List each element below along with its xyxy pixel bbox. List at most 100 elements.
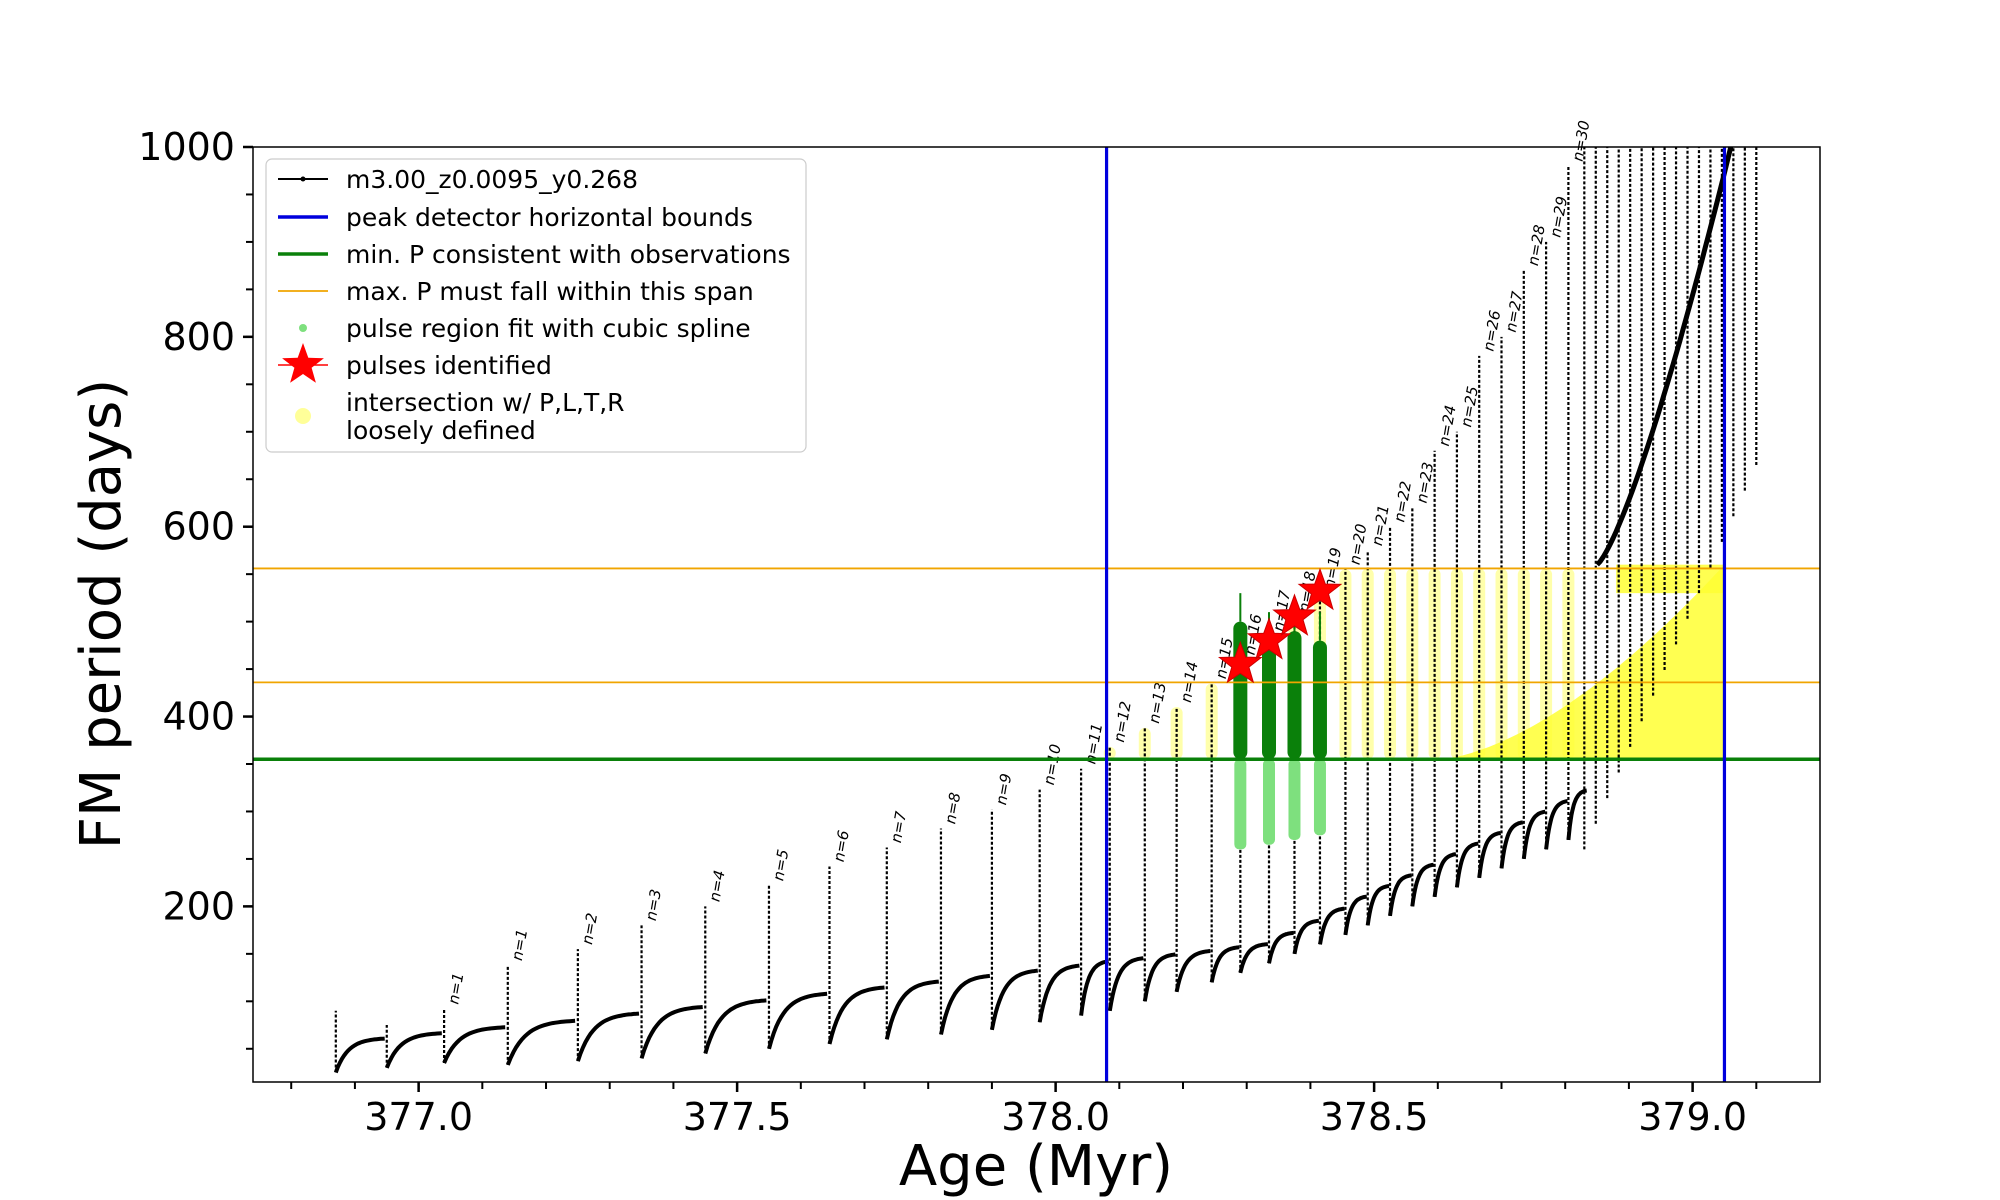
legend-marker [299, 324, 307, 332]
pulse-label: n=3 [642, 888, 665, 922]
pulse-label: n=9 [992, 772, 1015, 806]
intersection-band [1170, 707, 1183, 760]
legend-label: intersection w/ P,L,T,R [346, 388, 625, 417]
spline-region-bar [1313, 759, 1326, 836]
axes: 377.0 377.5 378.0 378.5 379.0 200 400 600 800 100… [138, 125, 1758, 1139]
y-tick-label: 600 [162, 505, 235, 549]
series-curve [505, 1018, 576, 1066]
legend-label: pulse region fit with cubic spline [346, 314, 751, 343]
series-curve [1477, 830, 1502, 879]
series-curve [1566, 788, 1587, 841]
intersection-band [1473, 568, 1486, 760]
green-pulse-bar [1287, 631, 1302, 760]
spline-region-bar [1234, 759, 1247, 850]
series-curve [989, 968, 1039, 1031]
series-curve [884, 979, 939, 1040]
pulse-label: n=2 [578, 912, 601, 946]
series-curve [384, 1031, 442, 1069]
series-curve [1079, 959, 1109, 1016]
plot-area: n=1n=1 n=2n=3n=4n=5n=6n=7n=8n=9n=10 n=11 n=… [253, 119, 1820, 1082]
legend-marker [295, 408, 311, 424]
legend-marker [282, 343, 324, 383]
x-tick-label: 378.0 [1001, 1095, 1110, 1139]
x-axis-title: Age (Myr) [899, 1134, 1173, 1199]
series-curve [1432, 852, 1457, 898]
series-curve [939, 973, 991, 1035]
y-tick-label: 200 [162, 884, 235, 928]
intersection-band [1450, 568, 1463, 760]
series-curve [1499, 820, 1524, 869]
series-curve [1521, 809, 1546, 860]
intersection-region [1103, 564, 1725, 760]
pulse-label: n=1 [444, 971, 467, 1005]
series-curve [1343, 894, 1368, 936]
legend-label: max. P must fall within this span [346, 277, 754, 306]
model-series [333, 146, 1758, 1074]
series-curve [767, 991, 828, 1050]
spline-region-bar [1263, 759, 1276, 845]
green-pulse-bar [1262, 640, 1277, 760]
series-curve [1209, 945, 1240, 983]
pulse-label: n=23 [1413, 461, 1438, 505]
intersection-wedge [1437, 564, 1725, 760]
pulse-label: n=12 [1110, 700, 1135, 744]
series-curve [1107, 956, 1144, 1012]
series-curve [1142, 952, 1176, 1002]
spline-region-bar [1288, 759, 1301, 840]
series-curve [639, 1005, 703, 1059]
series-curve [1410, 862, 1435, 907]
series-curve [1238, 942, 1269, 974]
x-tick-label: 377.5 [683, 1095, 792, 1139]
x-tick-label: 377.0 [364, 1095, 473, 1139]
series-curve [1267, 930, 1294, 964]
legend-label: min. P consistent with observations [346, 240, 791, 269]
y-tick-label: 1000 [138, 125, 235, 169]
series-curve [1365, 884, 1390, 926]
legend-label: loosely defined [346, 416, 536, 445]
legend-marker [300, 176, 306, 182]
legend-label: m3.00_z0.0095_y0.268 [346, 165, 638, 194]
pulse-label: n=5 [769, 848, 792, 882]
pulse-star [1272, 593, 1317, 636]
series-curve [1037, 963, 1080, 1023]
y-axis-title: FM period (days) [69, 379, 134, 849]
plot-frame [252, 146, 1821, 1083]
series-curve [703, 998, 767, 1055]
green-pulse-bar [1312, 640, 1327, 760]
pulse-label: n=8 [941, 791, 964, 825]
series-curve [1174, 949, 1211, 993]
pulse-label: n=4 [705, 869, 728, 903]
series-curve [442, 1025, 506, 1064]
pulse-label: n=6 [830, 829, 853, 863]
pulse-label: n=1 [508, 928, 531, 962]
pulse-star [1246, 617, 1292, 660]
pulse-label: n=30 [1569, 119, 1594, 163]
x-tick-label: 379.0 [1638, 1095, 1747, 1139]
pulse-label: n=22 [1390, 480, 1415, 524]
intersection-band [1428, 568, 1441, 760]
y-tick-label: 800 [162, 315, 235, 359]
series-curve [333, 1036, 385, 1074]
series-curve [1544, 799, 1568, 850]
legend-label: peak detector horizontal bounds [346, 203, 753, 232]
series-curve [1292, 918, 1320, 955]
series-curve [1454, 841, 1479, 888]
series-curve [576, 1011, 640, 1062]
series-curve [1388, 873, 1412, 917]
pulse-label: n=28 [1524, 223, 1549, 267]
x-tick-label: 378.5 [1320, 1095, 1429, 1139]
legend-box [265, 158, 807, 453]
legend-label: pulses identified [346, 351, 552, 380]
intersection-band [1495, 568, 1508, 760]
pulse-label: n=7 [887, 810, 910, 845]
series-curve [827, 985, 885, 1045]
pulse-label: n=10 [1040, 743, 1065, 787]
series-curve [1318, 906, 1345, 945]
y-tick-label: 400 [162, 695, 235, 739]
pulse-star [1297, 567, 1343, 611]
series-envelope [1595, 146, 1734, 567]
intersection-wedge-top [1616, 564, 1725, 594]
pulse-label: n=13 [1145, 681, 1170, 725]
